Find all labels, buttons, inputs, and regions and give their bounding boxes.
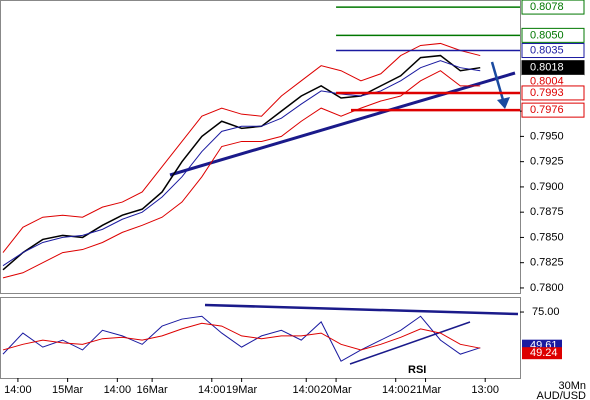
level-box	[522, 74, 584, 89]
x-tick-label: 13:00	[471, 384, 499, 396]
symbol: AUD/USD	[536, 390, 586, 400]
x-tick-label: 16Mar	[137, 384, 169, 396]
rsi-panel	[0, 297, 521, 379]
level-label: 0.8078	[530, 1, 564, 13]
series-line	[2, 42, 481, 253]
y-tick-label: 0.7825	[530, 257, 564, 269]
level-label: 0.8050	[530, 29, 564, 41]
x-tick-label: 19Mar	[226, 384, 258, 396]
x-tick-label: 20Mar	[320, 384, 352, 396]
level-box	[521, 43, 585, 59]
x-tick-label: 21Mar	[410, 384, 442, 396]
y-tick-label: 0.7900	[530, 181, 564, 193]
trend-line	[169, 71, 516, 177]
rsi-current-label: 49.24	[530, 347, 558, 359]
y-tick-label: 0.7850	[530, 231, 564, 243]
timeframe: 30Mn	[558, 380, 586, 392]
x-tick-label: 14:00	[198, 384, 226, 396]
series-line	[2, 322, 481, 351]
level-box	[521, 102, 585, 118]
x-tick-label: 14:00	[292, 384, 320, 396]
level-label: 0.8018	[530, 62, 564, 74]
x-tick-label: 14:00	[382, 384, 410, 396]
level-box	[521, 85, 585, 101]
rsi-trend-line	[204, 303, 519, 316]
rsi-trend-line	[349, 321, 471, 365]
level-label: 0.8004	[530, 76, 564, 88]
x-tick-label: 14:00	[4, 384, 32, 396]
y-tick-label: 0.7800	[530, 282, 564, 294]
arrow-head	[497, 97, 510, 109]
level-box	[521, 0, 585, 15]
level-label: 0.7976	[530, 104, 564, 116]
x-tick-label: 14:00	[104, 384, 132, 396]
level-box	[521, 27, 585, 43]
series-line	[2, 315, 481, 362]
y-tick-label: 0.7875	[530, 206, 564, 218]
y-tick-label: 0.7950	[530, 130, 564, 142]
level-box	[521, 60, 585, 76]
series-line	[2, 60, 481, 267]
series-line	[2, 54, 481, 271]
level-label: 0.8035	[530, 44, 564, 56]
x-tick-label: 15Mar	[52, 384, 84, 396]
y-tick-label: 0.7925	[530, 156, 564, 168]
rsi-current-box	[522, 347, 562, 360]
series-line	[2, 70, 481, 279]
level-label: 0.7993	[530, 87, 564, 99]
rsi-label: RSI	[408, 364, 426, 376]
rsi-tick-label: 75.00	[532, 306, 560, 318]
